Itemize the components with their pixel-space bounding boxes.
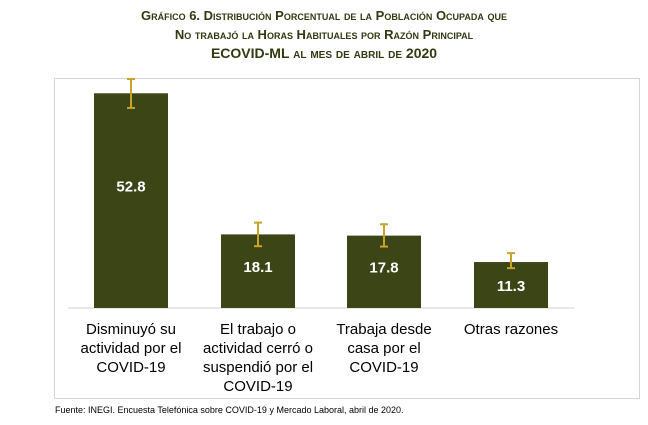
title-line-1: Gráfico 6. Distribución Porcentual de la… (140, 8, 507, 23)
category-label-line: COVID-19 (96, 359, 166, 376)
category-label-line: Disminuyó su (85, 321, 177, 338)
error-bar-2 (254, 221, 262, 248)
value-label-2: 18.1 (243, 259, 272, 276)
bar-3 (347, 235, 421, 308)
source-note: Fuente: INEGI. Encuesta Telefónica sobre… (55, 405, 404, 415)
error-bar-4 (507, 252, 515, 270)
value-label-4: 11.3 (497, 278, 525, 295)
category-label-1: Disminuyó su actividad por el COVID-19 (66, 320, 196, 377)
title-line-3: ECOVID-ML al mes de abril de 2020 (210, 45, 438, 61)
plot-frame (54, 78, 640, 399)
value-label-1: 52.8 (116, 179, 145, 196)
category-label-line: COVID-19 (349, 359, 419, 376)
category-label-line: COVID-19 (223, 378, 293, 395)
category-label-line: El trabajo o (220, 321, 296, 338)
value-label-3: 17.8 (369, 260, 398, 277)
chart-title: Gráfico 6. Distribución Porcentual de la… (0, 6, 648, 63)
error-bar-1 (127, 78, 135, 109)
category-label-line: Otras razones (463, 321, 559, 338)
category-label-3: Trabaja desde casa por el COVID-19 (319, 320, 449, 377)
category-label-line: actividad por el (80, 340, 182, 357)
category-label-line: actividad cerró o (202, 340, 314, 357)
category-label-line: casa por el (347, 340, 421, 357)
category-label-line: Trabaja desde (336, 321, 432, 338)
bar-1 (94, 93, 168, 308)
bar-4 (474, 262, 548, 308)
title-line-2: No trabajó la Horas Habituales por Razón… (174, 27, 474, 42)
error-bar-3 (380, 223, 388, 248)
category-label-2: El trabajo o actividad cerró o suspendió p… (193, 320, 323, 396)
category-label-line: suspendió por el (202, 359, 314, 376)
category-label-4: Otras razones (446, 320, 576, 339)
